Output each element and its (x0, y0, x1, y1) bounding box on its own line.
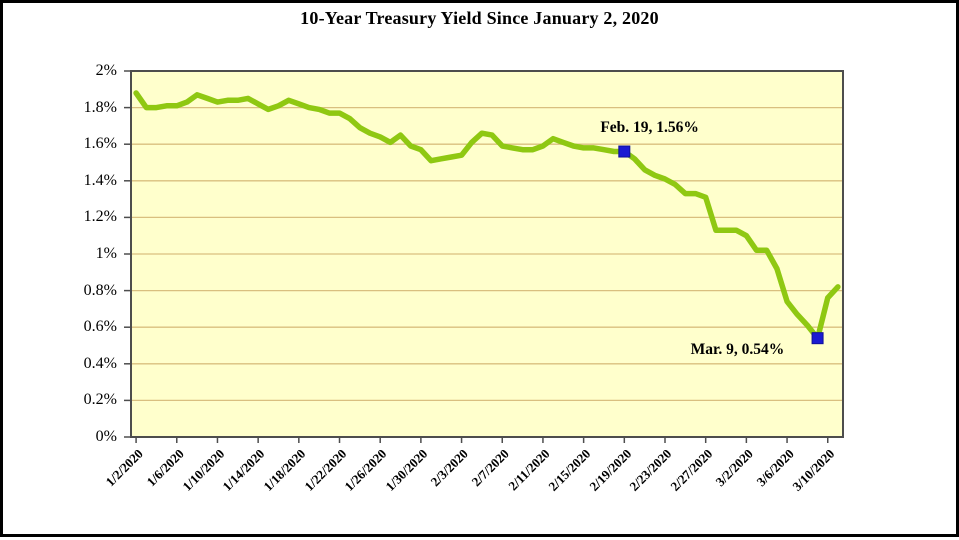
y-axis-label: 1.8% (83, 98, 117, 116)
marker-mar-9 (811, 332, 824, 345)
y-axis-label: 0.6% (83, 318, 117, 336)
yield-line (133, 90, 841, 341)
marker-feb-19 (618, 145, 631, 158)
plot-canvas (124, 70, 844, 443)
y-axis-label: 1.6% (83, 135, 117, 153)
y-axis-label: 0.4% (83, 354, 117, 372)
y-axis-label: 1.2% (83, 208, 117, 226)
y-axis-label: 1.4% (83, 171, 117, 189)
annotation-mar-9: Mar. 9, 0.54% (690, 341, 785, 359)
annotation-feb-19: Feb. 19, 1.56% (600, 118, 699, 136)
chart-title: 10-Year Treasury Yield Since January 2, … (300, 8, 659, 28)
plot-border (130, 70, 844, 438)
y-axis-label: 0% (95, 428, 117, 445)
y-axis-label: 0.8% (83, 281, 117, 299)
y-axis-label: 2% (95, 62, 117, 79)
y-axis-label: 0.2% (83, 391, 117, 409)
y-axis-label: 1% (95, 245, 117, 262)
